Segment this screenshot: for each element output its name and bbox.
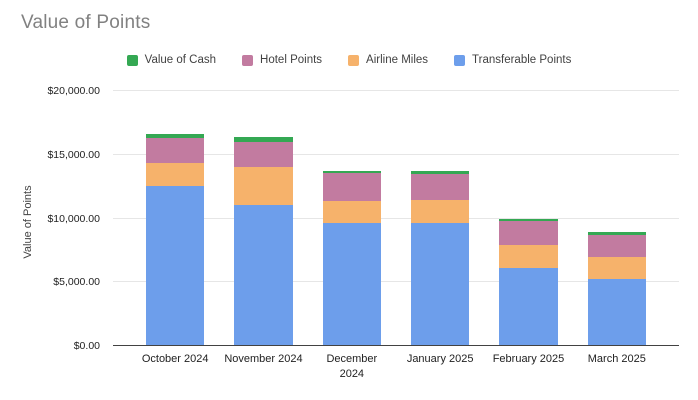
bar-segment-transferable-points[interactable]: [322, 222, 381, 346]
chart-title: Value of Points: [21, 12, 151, 33]
y-axis-tick-label: $20,000.00: [47, 85, 100, 97]
legend-label: Transferable Points: [472, 54, 572, 66]
bar-segment-airline-miles[interactable]: [499, 244, 558, 268]
bar-segment-hotel-points[interactable]: [234, 141, 293, 167]
x-axis-labels: October 2024 November 2024 December 2024 Ja…: [131, 352, 661, 382]
bar-segment-hotel-points[interactable]: [587, 234, 646, 257]
stacked-bar-october-2024[interactable]: [146, 91, 205, 346]
legend-label: Airline Miles: [366, 54, 429, 66]
bar-segment-transferable-points[interactable]: [146, 186, 205, 346]
legend-item-transferable-points[interactable]: Transferable Points: [454, 54, 571, 66]
bar-segment-transferable-points[interactable]: [587, 278, 646, 346]
gridline: [113, 217, 679, 219]
bar-segment-value-of-cash[interactable]: [411, 171, 470, 175]
bar-segment-hotel-points[interactable]: [146, 138, 205, 164]
bar-group-october-2024: [131, 91, 219, 346]
legend-item-value-of-cash[interactable]: Value of Cash: [126, 54, 217, 66]
y-axis-tick-label: $0.00: [73, 340, 100, 352]
bar-group-december-2024: [308, 91, 396, 346]
x-axis-label-march-2025: March 2025: [587, 353, 646, 365]
bar-group-march-2025: [573, 91, 661, 346]
legend-swatch-icon: [348, 54, 360, 66]
bar-group-february-2025: [484, 91, 572, 346]
y-axis-tick-label: $10,000.00: [47, 212, 100, 225]
x-axis-label-february-2025: February 2025: [492, 353, 565, 365]
stacked-bar-march-2025[interactable]: [587, 91, 646, 346]
legend-label: Hotel Points: [260, 54, 323, 66]
legend-item-airline-miles[interactable]: Airline Miles: [348, 54, 428, 66]
gridline: [113, 90, 679, 91]
gridline: [113, 153, 679, 155]
x-axis-label-december-2024: December 2024: [326, 353, 378, 380]
bar-segment-value-of-cash[interactable]: [499, 218, 558, 222]
bar-segment-airline-miles[interactable]: [587, 256, 646, 279]
x-axis-label-january-2025: January 2025: [406, 353, 474, 365]
legend-label: Value of Cash: [144, 54, 217, 66]
bar-segment-value-of-cash[interactable]: [234, 137, 293, 142]
x-axis-label-october-2024: October 2024: [141, 353, 209, 365]
bar-segment-transferable-points[interactable]: [411, 222, 470, 346]
bar-segment-hotel-points[interactable]: [499, 221, 558, 245]
legend-swatch-icon: [454, 54, 466, 66]
y-axis-tick-labels: $0.00 $5,000.00 $10,000.00 $15,000.00 $20,00…: [0, 85, 100, 352]
stacked-bar-november-2024[interactable]: [234, 91, 293, 346]
legend-swatch-icon: [242, 54, 254, 66]
bar-segment-hotel-points[interactable]: [411, 174, 470, 201]
bar-segment-airline-miles[interactable]: [146, 163, 205, 186]
bars-layer: [131, 91, 661, 346]
gridline: [113, 281, 679, 283]
stacked-bar-december-2024[interactable]: [322, 91, 381, 346]
x-axis-label-november-2024: November 2024: [224, 353, 303, 365]
bar-segment-value-of-cash[interactable]: [587, 232, 646, 235]
bar-segment-transferable-points[interactable]: [499, 267, 558, 346]
bar-segment-value-of-cash[interactable]: [146, 134, 205, 139]
legend: Value of Cash Hotel Points Airline Miles Tr…: [0, 54, 698, 66]
stacked-bar-february-2025[interactable]: [499, 91, 558, 346]
x-axis-line: [113, 345, 679, 346]
bar-segment-airline-miles[interactable]: [322, 201, 381, 223]
y-axis-tick-label: $15,000.00: [47, 148, 100, 161]
y-axis-tick-label: $5,000.00: [53, 276, 100, 289]
bar-segment-airline-miles[interactable]: [411, 200, 470, 223]
bar-segment-value-of-cash[interactable]: [322, 170, 381, 173]
bar-group-november-2024: [219, 91, 307, 346]
legend-swatch-icon: [126, 54, 138, 66]
bar-segment-transferable-points[interactable]: [234, 205, 293, 346]
bar-segment-airline-miles[interactable]: [234, 166, 293, 206]
legend-item-hotel-points[interactable]: Hotel Points: [242, 54, 322, 66]
bar-segment-hotel-points[interactable]: [322, 172, 381, 202]
bar-group-january-2025: [396, 91, 484, 346]
stacked-bar-january-2025[interactable]: [411, 91, 470, 346]
plot-area: [113, 90, 679, 346]
